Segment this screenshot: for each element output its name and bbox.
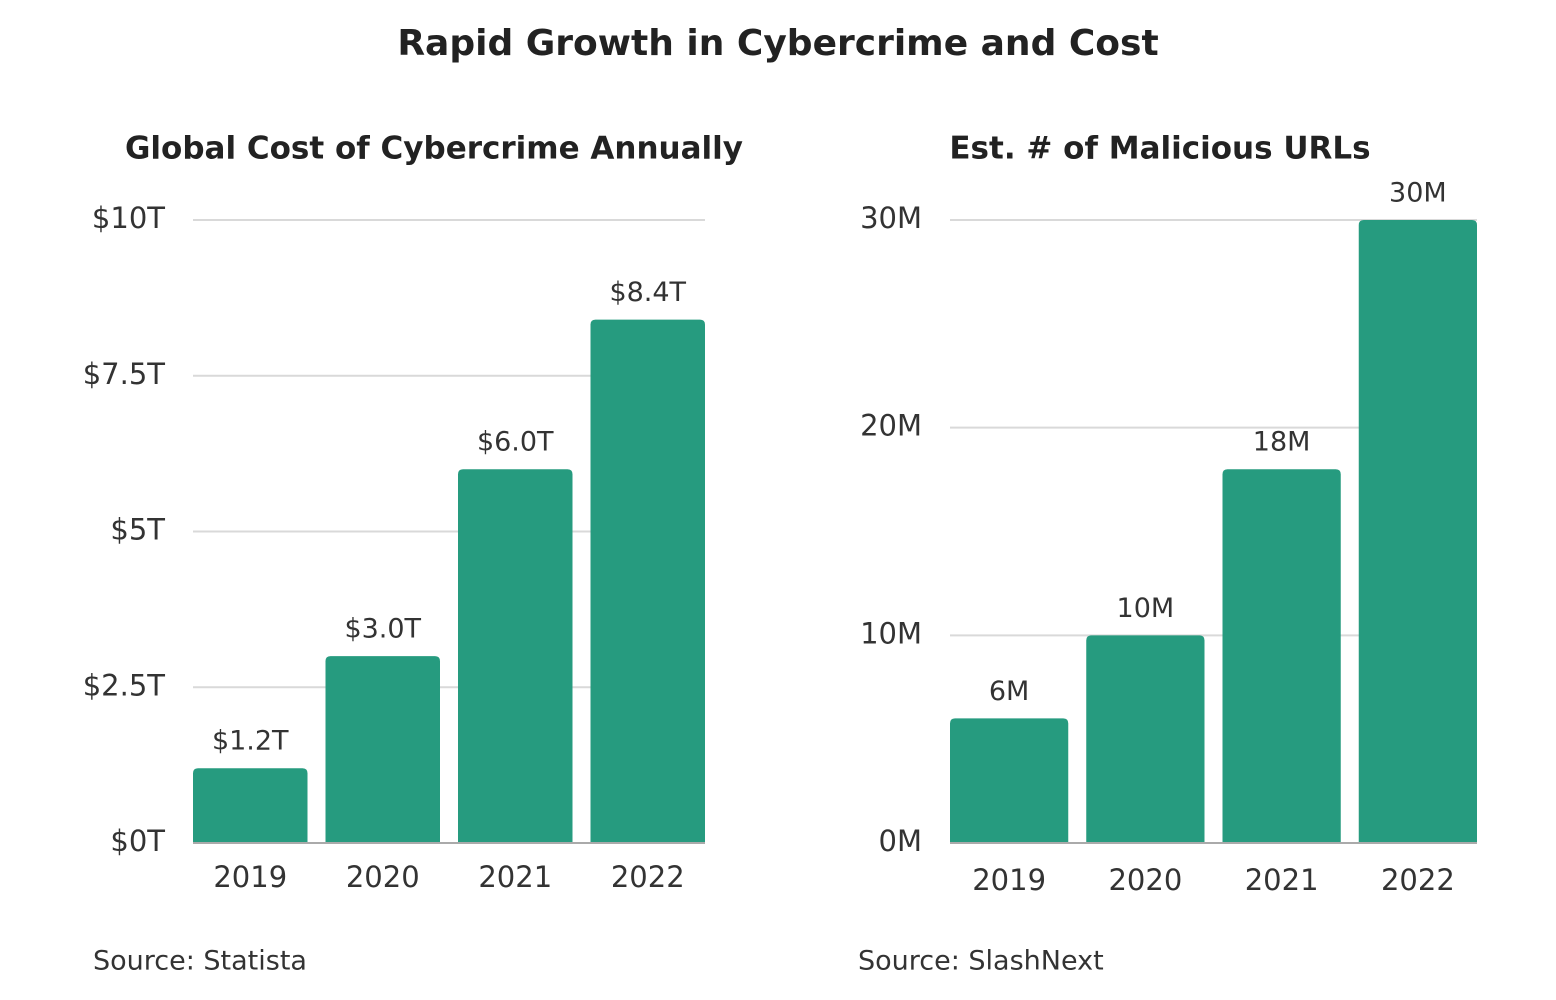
- x-tick-label: 2022: [1381, 863, 1455, 897]
- bar: [458, 469, 573, 843]
- value-label: 10M: [1117, 593, 1175, 624]
- x-tick-label: 2021: [1245, 863, 1319, 897]
- value-label: $8.4T: [609, 277, 686, 308]
- x-tick-label: 2022: [611, 860, 685, 894]
- y-tick-label: $7.5T: [83, 357, 166, 391]
- value-label: 6M: [989, 676, 1029, 707]
- y-tick-label: 30M: [860, 201, 922, 235]
- y-tick-label: 0M: [879, 824, 922, 858]
- source-note: Source: SlashNext: [858, 946, 1104, 977]
- x-tick-label: 2019: [972, 863, 1046, 897]
- value-label: 30M: [1389, 178, 1447, 209]
- value-label: 18M: [1253, 427, 1311, 458]
- chart-title: Rapid Growth in Cybercrime and Cost: [397, 23, 1158, 64]
- y-tick-label: 10M: [860, 616, 922, 650]
- bar: [1222, 469, 1341, 843]
- y-tick-label: 20M: [860, 409, 922, 443]
- bar: [193, 768, 308, 843]
- bar: [590, 319, 705, 843]
- value-label: $3.0T: [344, 614, 421, 645]
- x-tick-label: 2020: [1108, 863, 1182, 897]
- value-label: $1.2T: [212, 726, 289, 757]
- bar: [950, 718, 1069, 843]
- subplot-title: Global Cost of Cybercrime Annually: [125, 131, 743, 167]
- x-tick-label: 2021: [478, 860, 552, 894]
- x-tick-label: 2019: [213, 860, 287, 894]
- value-label: $6.0T: [477, 427, 554, 458]
- bar: [325, 656, 440, 843]
- subplot-title: Est. # of Malicious URLs: [949, 131, 1370, 167]
- source-note: Source: Statista: [93, 946, 307, 977]
- y-tick-label: $2.5T: [83, 668, 166, 702]
- y-tick-label: $0T: [110, 824, 165, 858]
- y-tick-label: $10T: [92, 201, 165, 235]
- x-tick-label: 2020: [346, 860, 420, 894]
- y-tick-label: $5T: [110, 513, 165, 547]
- bar: [1086, 635, 1205, 843]
- bar: [1358, 220, 1477, 843]
